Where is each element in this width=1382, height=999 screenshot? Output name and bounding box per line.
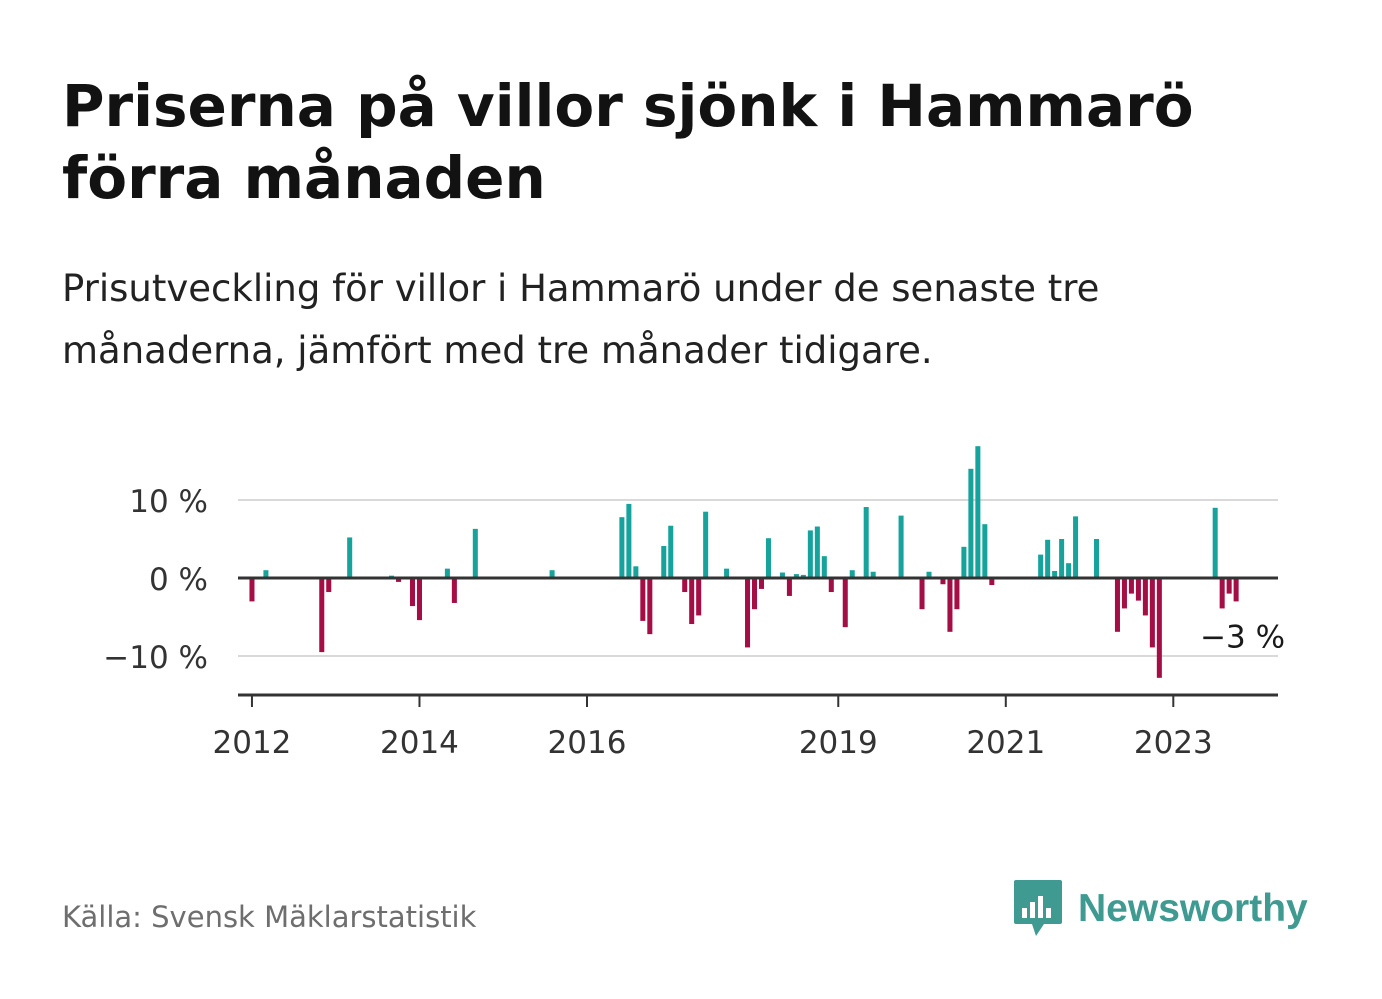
labels: 10 % 0 % −10 % 2012 2014 2016 2019 2021 2023 −3 % bbox=[103, 484, 1285, 761]
newsworthy-bar-chart-icon bbox=[1014, 880, 1062, 936]
bar-positive bbox=[968, 468, 974, 578]
bar-positive bbox=[549, 570, 555, 578]
bar-positive bbox=[800, 574, 806, 578]
brand-name: Newsworthy bbox=[1078, 887, 1308, 930]
bar-negative bbox=[947, 578, 953, 632]
bar-positive bbox=[982, 524, 988, 578]
bar-negative bbox=[842, 578, 848, 628]
bar-positive bbox=[870, 571, 876, 578]
bar-positive bbox=[347, 537, 353, 578]
bar-negative bbox=[416, 578, 422, 621]
bar-negative bbox=[758, 578, 765, 589]
bar-negative bbox=[696, 578, 702, 616]
bar-negative bbox=[989, 578, 995, 586]
bar-negative bbox=[1114, 578, 1120, 632]
bar-positive bbox=[1059, 539, 1065, 578]
gridlines bbox=[238, 499, 1278, 657]
bar-negative bbox=[640, 578, 646, 621]
x-tick-label: 2016 bbox=[548, 725, 627, 761]
bar-positive bbox=[814, 526, 820, 578]
chart-subtitle: Prisutveckling för villor i Hammarö unde… bbox=[62, 267, 1100, 372]
bar-negative bbox=[1226, 578, 1232, 594]
chart-title: Priserna på villor sjönk i Hammarö förra… bbox=[62, 72, 1194, 212]
bar-positive bbox=[1212, 507, 1218, 578]
axes bbox=[238, 576, 1278, 707]
bar-positive bbox=[779, 572, 785, 578]
bar-negative bbox=[1142, 578, 1148, 616]
bar-negative bbox=[1121, 578, 1127, 609]
bar-negative bbox=[828, 578, 834, 593]
y-tick-label: −10 % bbox=[103, 640, 208, 676]
bar-positive bbox=[626, 503, 632, 578]
bar-positive bbox=[619, 517, 625, 578]
bar-positive bbox=[807, 530, 813, 578]
newsworthy-logo[interactable]: Newsworthy bbox=[1012, 878, 1308, 940]
bar-negative bbox=[396, 578, 402, 582]
bar-negative bbox=[954, 578, 960, 610]
bar-positive bbox=[661, 546, 667, 578]
bar-negative bbox=[1156, 578, 1162, 678]
source-note: Källa: Svensk Mäklarstatistik bbox=[62, 900, 477, 934]
x-tick-label: 2023 bbox=[1134, 725, 1213, 761]
bar-positive bbox=[1094, 539, 1100, 578]
bar-negative bbox=[1149, 578, 1155, 648]
bar-positive bbox=[633, 566, 639, 578]
x-tick-label: 2012 bbox=[213, 725, 292, 761]
bar-positive bbox=[703, 511, 709, 578]
last-value-annotation: −3 % bbox=[1200, 619, 1285, 655]
bar-positive bbox=[724, 568, 730, 578]
bar-negative bbox=[1128, 578, 1134, 594]
bar-negative bbox=[682, 578, 688, 593]
bar-positive bbox=[821, 556, 827, 578]
bar-positive bbox=[765, 538, 771, 578]
bar-negative bbox=[752, 578, 758, 610]
bar-positive bbox=[793, 574, 799, 578]
x-tick-label: 2021 bbox=[966, 725, 1045, 761]
bar-negative bbox=[940, 578, 946, 585]
bar-negative bbox=[689, 578, 695, 625]
bar-positive bbox=[863, 507, 869, 578]
bar-positive bbox=[444, 568, 450, 578]
bar-positive bbox=[1073, 516, 1079, 578]
bar-negative bbox=[451, 578, 457, 603]
x-tick-label: 2014 bbox=[380, 725, 459, 761]
bar-positive bbox=[898, 515, 904, 578]
bar-negative bbox=[647, 578, 653, 635]
bar-negative bbox=[919, 578, 925, 610]
bar-positive bbox=[263, 570, 269, 578]
bar-negative bbox=[1135, 578, 1141, 601]
bar-positive bbox=[1038, 554, 1044, 578]
bar-positive bbox=[849, 570, 855, 578]
bar-negative bbox=[745, 578, 751, 648]
bar-positive bbox=[975, 446, 981, 578]
bar-positive bbox=[926, 571, 932, 578]
y-tick-label: 0 % bbox=[149, 562, 208, 598]
bar-negative bbox=[409, 578, 416, 607]
bars bbox=[249, 446, 1239, 678]
bar-negative bbox=[319, 578, 325, 653]
bar-negative bbox=[326, 578, 332, 593]
bar-negative bbox=[786, 578, 792, 596]
bar-positive bbox=[472, 528, 478, 578]
bar-positive bbox=[961, 546, 967, 578]
bar-positive bbox=[1066, 563, 1072, 578]
x-tick-label: 2019 bbox=[799, 725, 878, 761]
bar-negative bbox=[1219, 578, 1225, 609]
bar-negative bbox=[249, 578, 255, 602]
bar-negative bbox=[1233, 578, 1239, 602]
y-tick-label: 10 % bbox=[129, 484, 208, 520]
bar-positive bbox=[668, 525, 674, 578]
bar-positive bbox=[1052, 570, 1058, 578]
bar-positive bbox=[1045, 539, 1051, 578]
bar-chart: 10 % 0 % −10 % 2012 2014 2016 2019 2021 2023 −3 % bbox=[103, 446, 1285, 761]
